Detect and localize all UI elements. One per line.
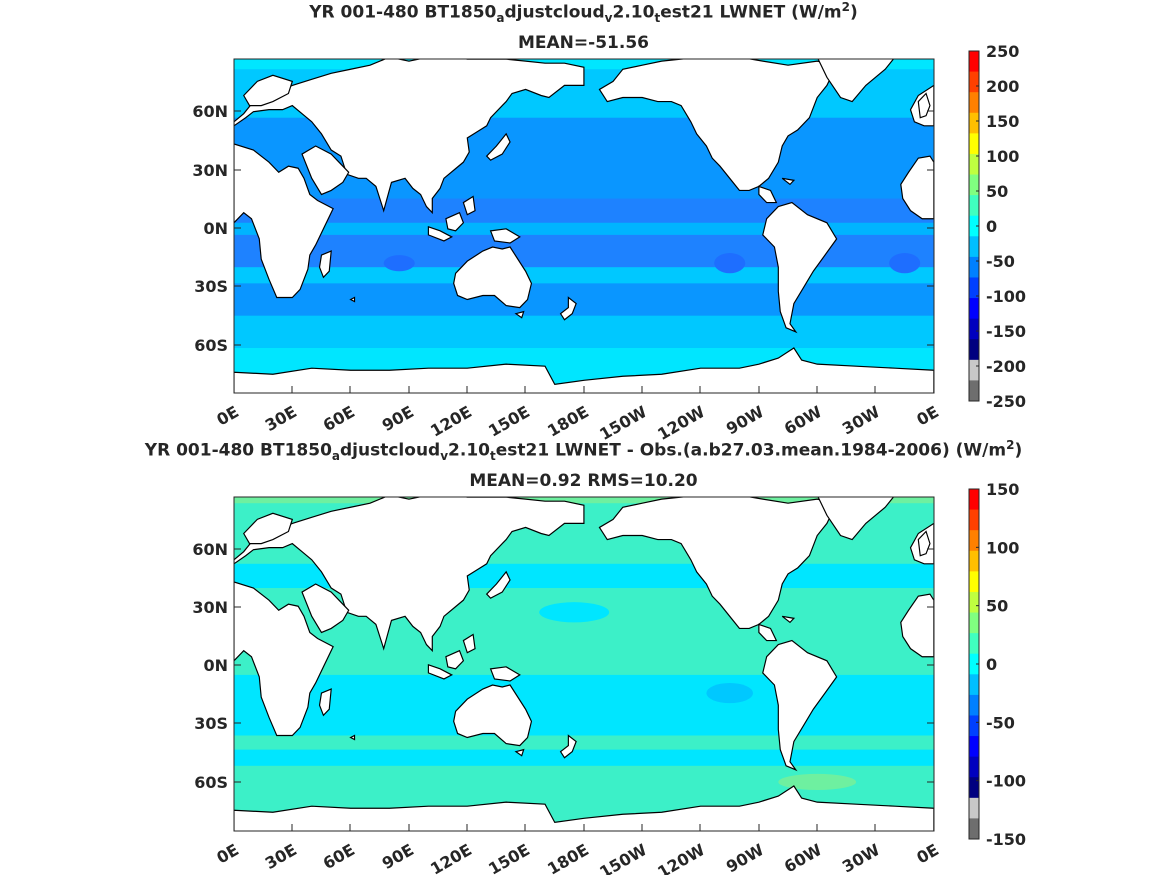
lat-tick-label: 60S — [194, 773, 228, 792]
colorbar-tick-label: -250 — [986, 392, 1026, 411]
colorbar-tick-label: -100 — [986, 287, 1026, 306]
colorbar-tick-label: 100 — [986, 538, 1019, 557]
lon-tick-label: 90E — [379, 840, 417, 873]
colorbar-tick-label: 50 — [986, 597, 1008, 616]
panel2-subtitle: MEAN=0.92 RMS=10.20 — [469, 471, 698, 491]
colorbar-segment — [969, 380, 979, 402]
colorbar-segment — [969, 215, 979, 237]
lat-tick-label: 60S — [194, 336, 228, 355]
colorbar-segment — [969, 489, 979, 511]
lon-tick-label: 120W — [654, 402, 708, 444]
colorbar-tick-label: 250 — [986, 42, 1019, 61]
lon-tick-label: 120E — [427, 402, 475, 441]
colorbar-segment — [969, 571, 979, 593]
lon-tick-label: 180E — [544, 402, 592, 441]
panel2-map — [233, 496, 935, 832]
colorbar-segment — [969, 256, 979, 278]
colorbars: 250 200 150 100 50 0 -50 -100 -150 -200 -250 150 100… — [968, 42, 1026, 849]
colorbar-segment — [969, 797, 979, 819]
colorbar-tick-label: 50 — [986, 182, 1008, 201]
colorbar-tick-label: 150 — [986, 480, 1019, 499]
colorbar-tick-label: -100 — [986, 772, 1026, 791]
lon-tick-label: 180E — [544, 840, 592, 875]
panel1-map — [233, 58, 935, 394]
colorbar-segment — [969, 71, 979, 93]
colorbar-segment — [969, 674, 979, 696]
lon-tick-label: 30W — [839, 840, 883, 875]
lat-tick-label: 0N — [203, 656, 228, 675]
lon-tick-label: 60W — [781, 840, 825, 875]
lon-tick-label: 30E — [262, 402, 300, 435]
colorbar-tick-label: -200 — [986, 357, 1026, 376]
lon-tick-label: 150E — [485, 402, 533, 441]
panel1-title: YR 001-480 BT1850adjustcloudv2.10test21 … — [309, 0, 858, 26]
colorbar-segment — [969, 694, 979, 716]
lat-tick-label: 30N — [192, 598, 228, 617]
colorbar-tick-label: -150 — [986, 830, 1026, 849]
colorbar-tick-label: 0 — [986, 655, 997, 674]
colorbar-segment — [969, 236, 979, 258]
lon-tick-label: 60E — [320, 840, 358, 873]
lon-tick-label: 0E — [213, 402, 242, 429]
colorbar-tick-label: -50 — [986, 252, 1015, 271]
colorbar-segment — [969, 133, 979, 155]
lon-tick-label: 0E — [913, 402, 942, 429]
colorbar-segment — [969, 277, 979, 299]
colorbar-segment — [969, 715, 979, 737]
lon-tick-label: 120W — [654, 840, 708, 875]
colorbar-tick-label: 100 — [986, 147, 1019, 166]
colorbar-tick-label: 200 — [986, 77, 1019, 96]
colorbar-segment — [969, 550, 979, 572]
colorbar-segment — [969, 530, 979, 552]
colorbar-segment — [969, 818, 979, 840]
panel2-title: YR 001-480 BT1850adjustcloudv2.10test21 … — [144, 438, 1023, 464]
colorbar-segment — [969, 51, 979, 73]
lon-tick-label: 150E — [485, 840, 533, 875]
colorbar-segment — [969, 153, 979, 176]
colorbar-segment — [969, 756, 979, 778]
colorbar-segment — [969, 633, 979, 655]
colorbar-segment — [969, 112, 979, 134]
lat-tick-label: 60N — [192, 102, 228, 121]
colorbar-tick-label: -50 — [986, 713, 1015, 732]
lon-tick-label: 120E — [427, 840, 475, 875]
lat-tick-label: 30S — [194, 277, 228, 296]
colorbar-segment — [969, 591, 979, 614]
colorbar-segment — [969, 359, 979, 381]
colorbar-segment — [969, 339, 979, 361]
colorbar-tick-label: 150 — [986, 112, 1019, 131]
lon-tick-label: 150W — [596, 402, 650, 444]
lat-tick-label: 60N — [192, 540, 228, 559]
colorbar-segment — [969, 736, 979, 758]
lon-tick-label: 90W — [723, 402, 767, 439]
colorbar-tick-label: 0 — [986, 217, 997, 236]
colorbar-segment — [969, 318, 979, 340]
colorbar-segment — [969, 195, 979, 217]
lat-tick-label: 0N — [203, 219, 228, 238]
colorbar-segment — [969, 612, 979, 634]
lon-tick-label: 60W — [781, 402, 825, 439]
colorbar-segment — [969, 92, 979, 114]
colorbar-segment — [969, 298, 979, 320]
lat-tick-label: 30S — [194, 714, 228, 733]
lon-tick-label: 60E — [320, 402, 358, 435]
lon-tick-label: 30W — [839, 402, 883, 439]
lat-tick-label: 30N — [192, 161, 228, 180]
panel1-subtitle: MEAN=-51.56 — [518, 33, 649, 53]
colorbar-tick-label: -150 — [986, 322, 1026, 341]
lon-tick-label: 0E — [913, 840, 942, 867]
colorbar-segment — [969, 509, 979, 531]
colorbar-segment — [969, 174, 979, 196]
colorbar-segment — [969, 653, 979, 675]
lon-tick-label: 150W — [596, 840, 650, 875]
lon-tick-label: 30E — [262, 840, 300, 873]
lon-tick-label: 90E — [379, 402, 417, 435]
colorbar-segment — [969, 777, 979, 799]
lon-tick-label: 90W — [723, 840, 767, 875]
lon-tick-label: 0E — [213, 840, 242, 867]
